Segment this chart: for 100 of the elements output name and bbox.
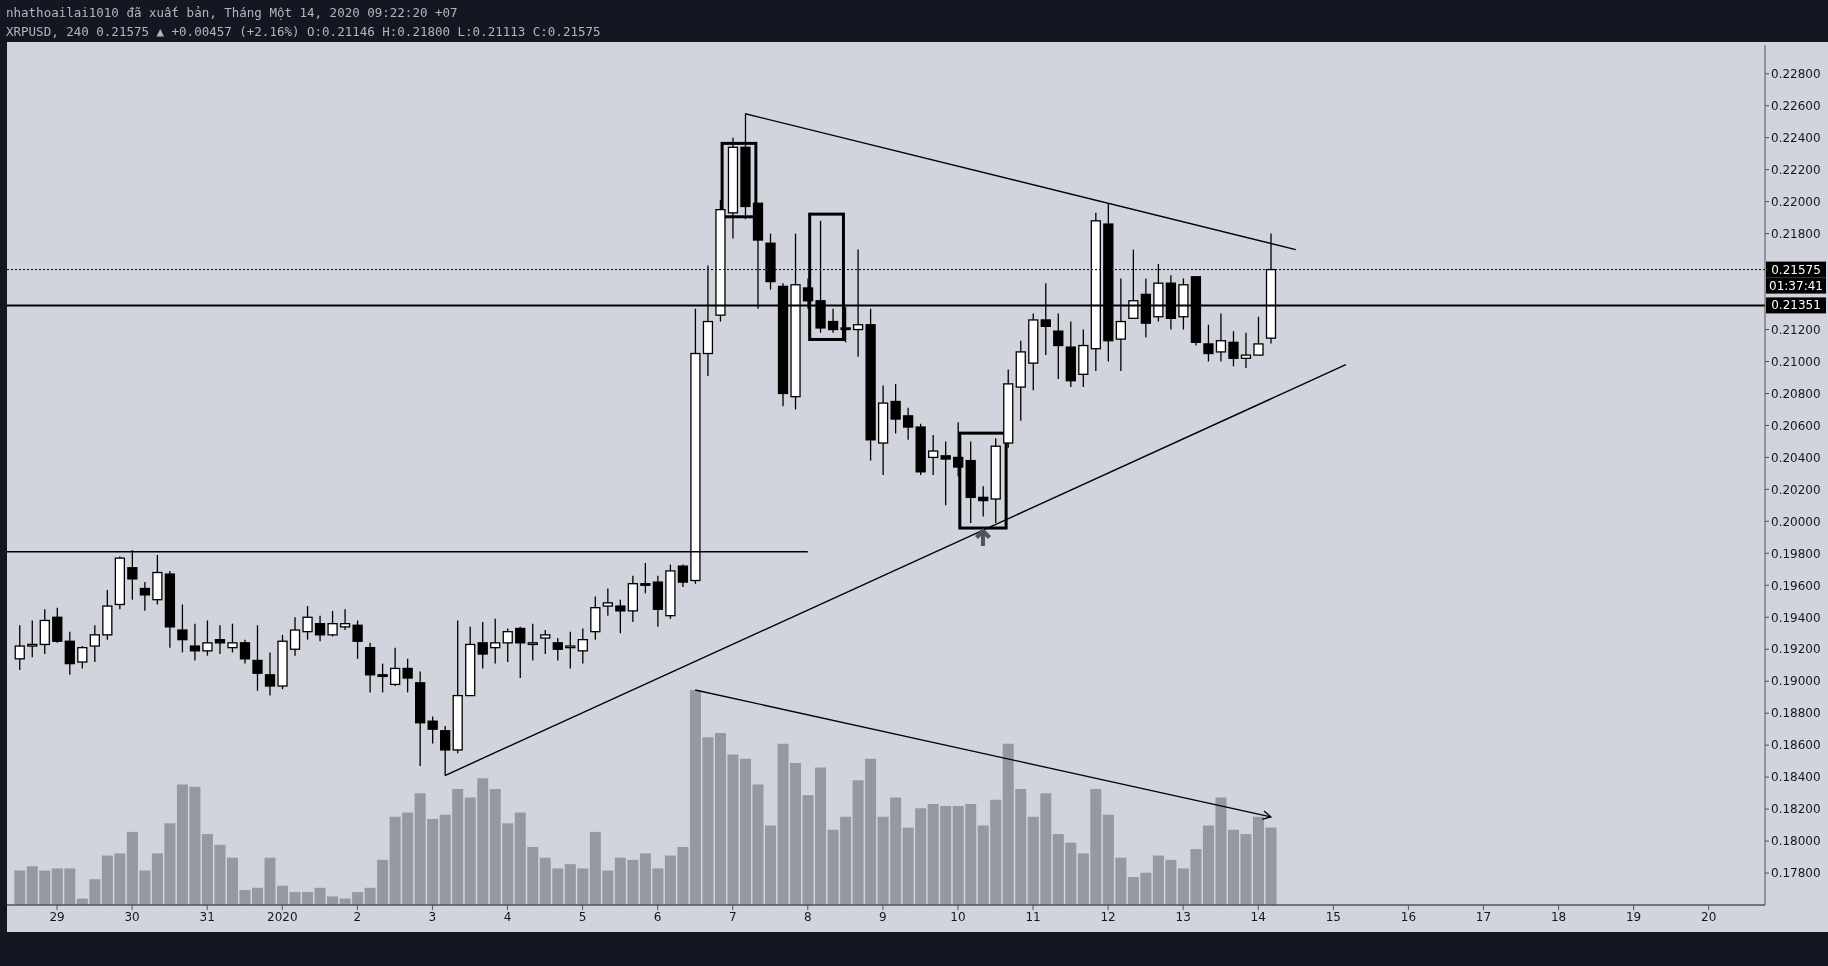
candlestick: [552, 637, 563, 662]
candlestick: [377, 662, 388, 694]
y-tick-label: 0.22200: [1771, 162, 1821, 177]
y-tick-label: 0.22000: [1771, 194, 1821, 209]
candlestick: [389, 646, 401, 687]
x-tick-label: 18: [1550, 909, 1567, 924]
x-tick-label: 30: [124, 909, 140, 924]
bar: [251, 887, 263, 905]
bar: [765, 825, 776, 905]
candlestick: [402, 658, 413, 694]
y-tick-label: 0.19200: [1771, 642, 1821, 657]
x-tick-label: 17: [1475, 909, 1492, 924]
y-tick-label: 0.21200: [1771, 322, 1821, 337]
candlestick: [177, 603, 188, 654]
chart-subtitle: XRPUSD, 240 0.21575 ▲ +0.00457 (+2.16%) O:0.21146 H:0.21800 L:0.21113 C:0.21575: [6, 24, 601, 39]
candlestick: [565, 631, 576, 670]
candlestick: [427, 715, 438, 745]
y-tick-label: 0.18200: [1771, 802, 1821, 817]
candlestick: [289, 616, 301, 657]
candlestick: [1053, 312, 1064, 380]
candlestick: [314, 615, 326, 642]
x-tick-label: 29: [49, 909, 65, 924]
candlestick: [527, 623, 538, 662]
candlestick: [77, 645, 88, 670]
x-tick-label: 5: [578, 909, 587, 924]
candlestick: [327, 610, 338, 638]
x-tick-label: 13: [1175, 909, 1191, 924]
candlestick: [1240, 332, 1252, 369]
y-tick-label: 0.17800: [1771, 866, 1821, 881]
candlestick: [52, 607, 63, 644]
candlestick: [227, 623, 238, 654]
candlestick: [1215, 312, 1227, 363]
y-tick-label: 0.19800: [1771, 546, 1821, 561]
candlestick: [577, 627, 588, 665]
y-tick-label: 0.20800: [1771, 386, 1821, 401]
y-tick-label: 0.22600: [1771, 99, 1821, 113]
candlestick: [502, 627, 513, 663]
candlestick: [1203, 324, 1214, 363]
ref-line-label: 0.21575: [1771, 262, 1821, 277]
y-tick-label: 0.18600: [1771, 738, 1821, 753]
y-tick-label: 0.22400: [1771, 130, 1821, 145]
x-tick-label: 15: [1325, 909, 1341, 924]
x-tick-label: 14: [1250, 909, 1266, 924]
y-tick-label: 0.18000: [1771, 834, 1821, 849]
candlestick: [302, 605, 313, 641]
y-tick-label: 0.20000: [1771, 514, 1821, 529]
ref-line-label: 0.21351: [1771, 298, 1821, 313]
text: 01:37:41: [1769, 278, 1823, 293]
candlestick: [615, 599, 626, 634]
candlestick: [264, 651, 276, 697]
candlestick: [477, 621, 488, 670]
candlestick: [640, 562, 651, 594]
x-tick-label: 2: [353, 909, 362, 924]
x-tick-label: 10: [950, 909, 966, 924]
y-tick-label: 0.20400: [1771, 450, 1821, 465]
x-tick-label: 7: [728, 909, 737, 924]
x-tick-label: 6: [653, 909, 662, 924]
candlestick: [540, 629, 551, 655]
y-tick-label: 0.21800: [1771, 226, 1821, 241]
candlestick: [339, 608, 351, 631]
candlestick: [252, 624, 263, 692]
x-tick-label: 4: [503, 909, 512, 924]
y-tick-label: 0.21000: [1771, 354, 1821, 369]
candlestick: [928, 434, 939, 476]
bar: [1252, 816, 1264, 905]
candlestick: [39, 608, 50, 655]
bar: [14, 870, 26, 905]
candlestick: [515, 626, 526, 679]
x-tick-label: 20: [1701, 909, 1717, 924]
x-tick-label: 2020: [267, 909, 298, 924]
x-tick-label: 3: [428, 909, 437, 924]
candlestick: [89, 624, 100, 663]
y-tick-label: 0.22800: [1771, 67, 1821, 82]
candlestick: [953, 421, 964, 478]
chart-title: nhathoailai1010 đã xuất bản, Tháng Một 14, 2020 09:22:20 +07: [6, 5, 458, 20]
y-tick-label: 0.19400: [1771, 610, 1821, 625]
candlestick: [1228, 330, 1239, 367]
x-tick-label: 31: [199, 909, 215, 924]
candlestick: [940, 440, 951, 507]
y-tick-label: 0.18400: [1771, 770, 1821, 785]
x-tick-label: 16: [1400, 909, 1417, 924]
candlestick: [14, 624, 25, 671]
y-tick-label: 0.19000: [1771, 674, 1821, 689]
candlestick: [352, 619, 363, 660]
y-tick-label: 0.19600: [1771, 578, 1821, 593]
candlestick: [202, 619, 213, 657]
candlestick: [189, 623, 201, 662]
candlestick: [27, 619, 38, 658]
bar: [1265, 827, 1277, 905]
y-tick-label: 0.20600: [1771, 418, 1821, 433]
x-tick-label: 11: [1025, 909, 1041, 924]
candlestick: [490, 618, 501, 665]
candlestick: [590, 595, 601, 641]
y-tick-label: 0.18800: [1771, 706, 1821, 721]
candlestick: [139, 581, 151, 612]
candlestick: [602, 587, 613, 617]
x-tick-label: 8: [803, 909, 812, 924]
x-tick-label: 12: [1100, 909, 1116, 924]
candlestick: [1253, 316, 1264, 356]
y-tick-label: 0.20200: [1771, 482, 1821, 497]
